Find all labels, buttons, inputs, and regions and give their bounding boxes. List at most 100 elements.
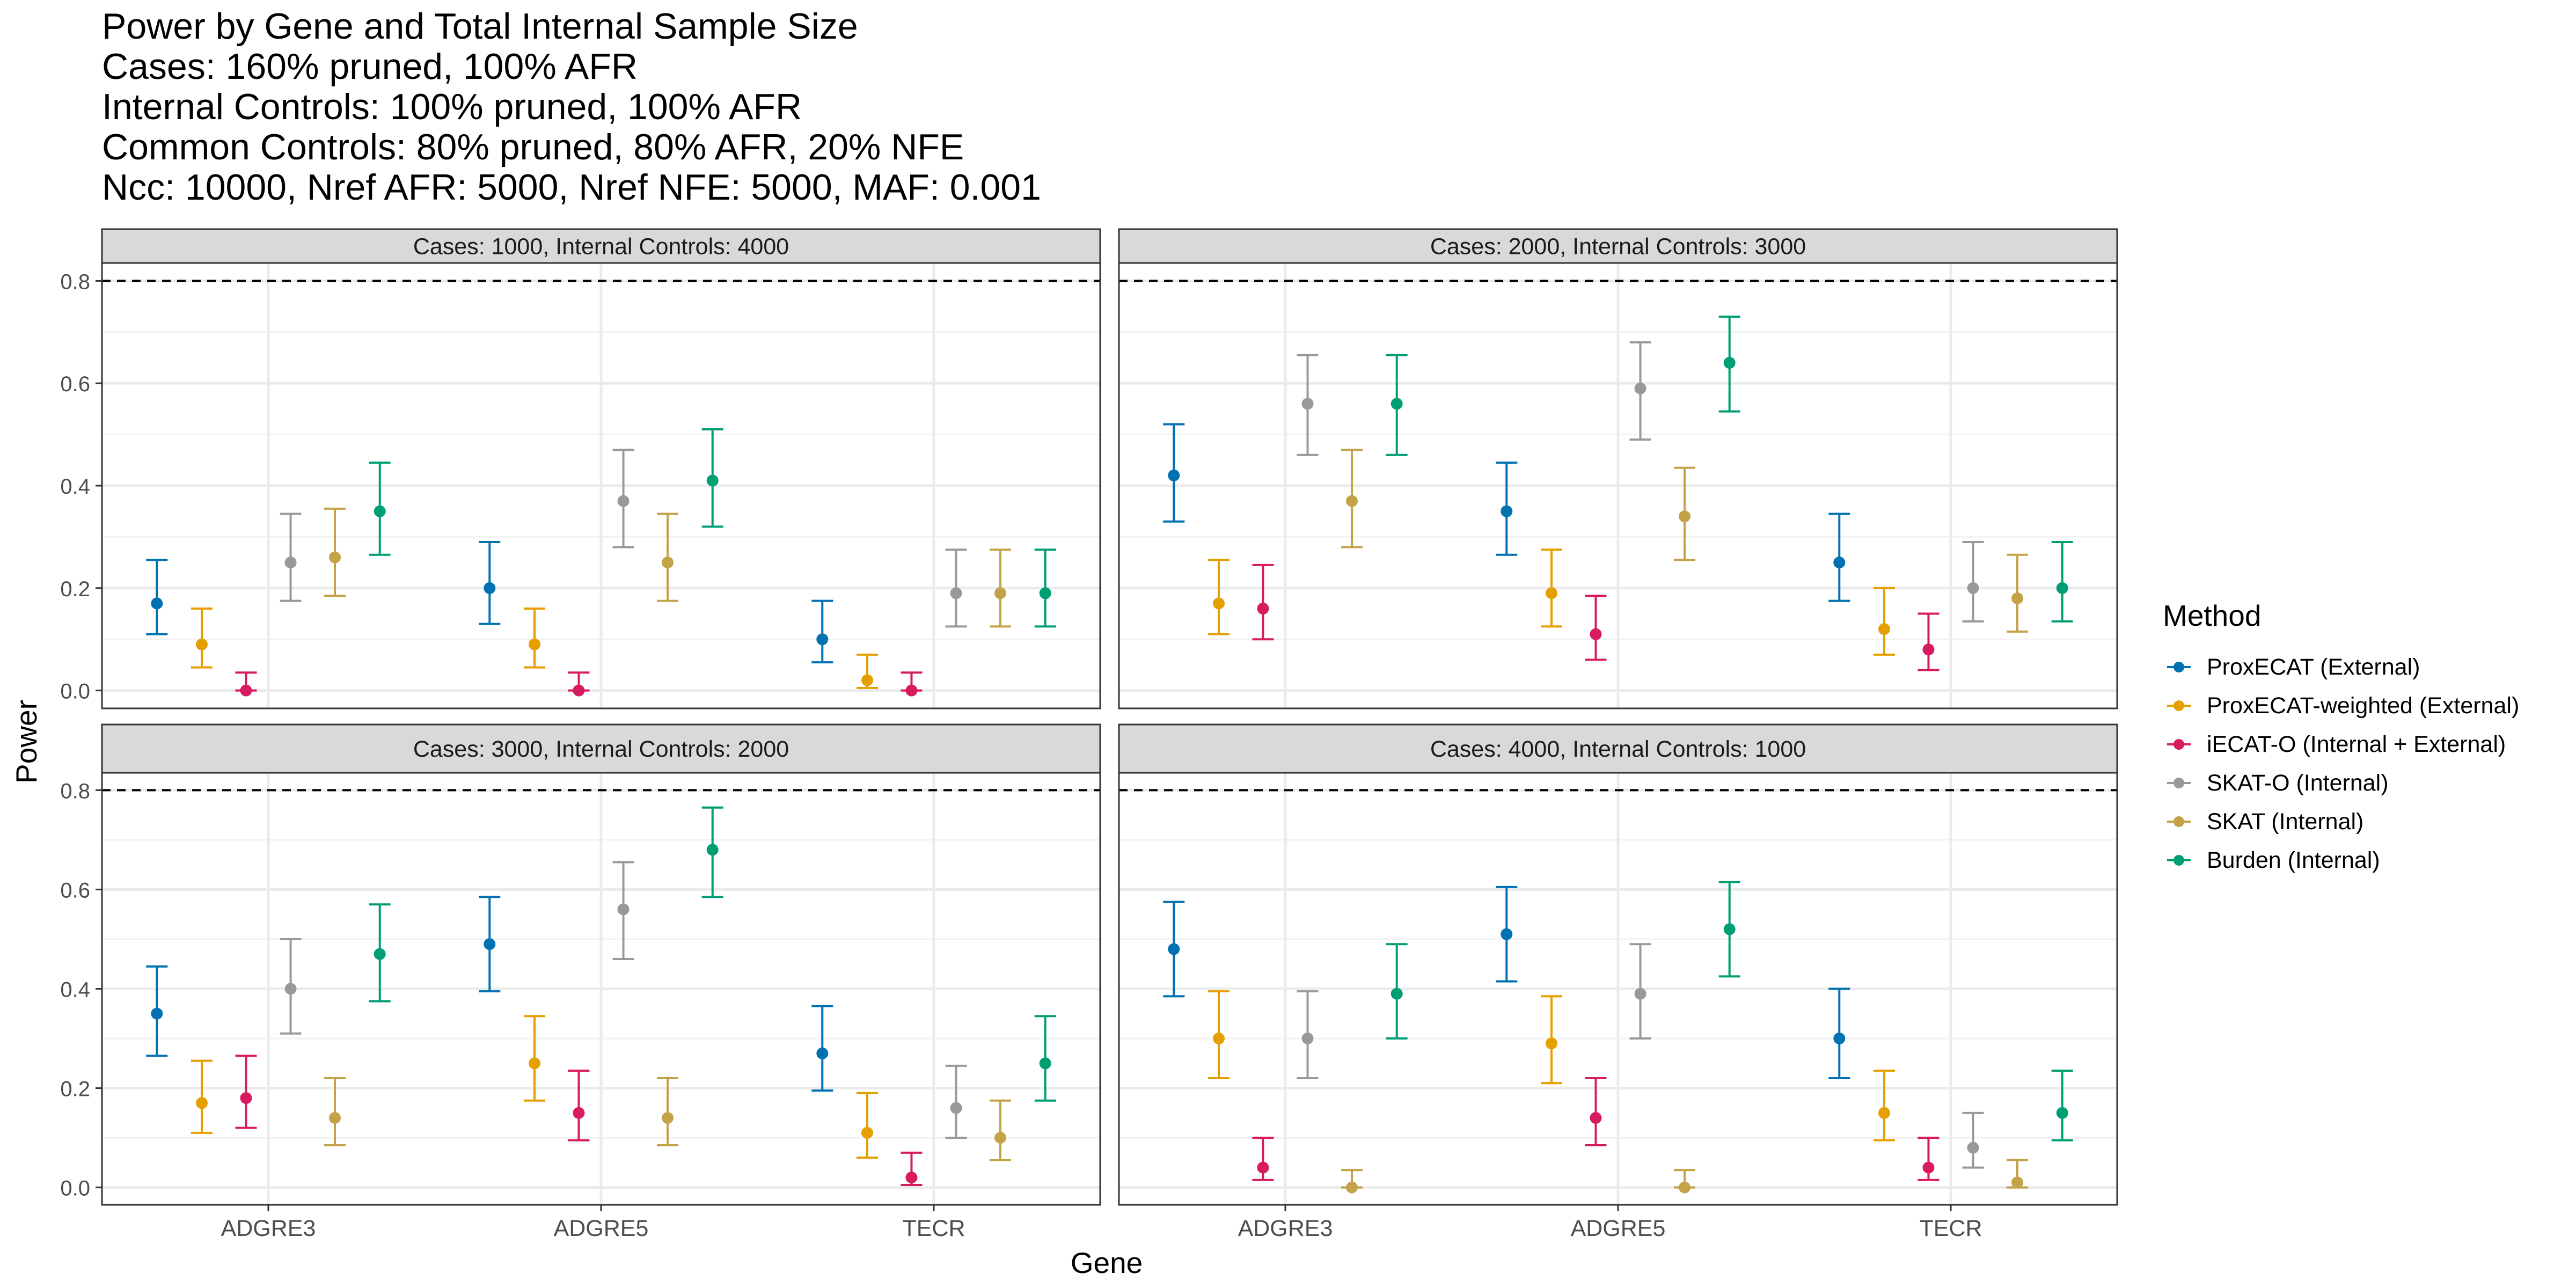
legend: Method ProxECAT (External) ProxECAT-weigh… — [2163, 598, 2519, 880]
legend-item: ProxECAT-weighted (External) — [2163, 686, 2519, 725]
data-point — [1168, 469, 1180, 481]
facet-strip — [1118, 228, 2118, 264]
legend-key-icon — [2167, 739, 2191, 750]
legend-item: Burden (Internal) — [2163, 841, 2519, 880]
facet-strip-label: Cases: 1000, Internal Controls: 4000 — [413, 234, 789, 260]
data-point — [196, 1097, 208, 1109]
data-point — [950, 1102, 962, 1114]
data-point — [1723, 923, 1736, 935]
data-point — [2056, 582, 2068, 594]
data-point — [240, 684, 252, 697]
data-point — [1833, 557, 1846, 569]
data-point — [573, 684, 585, 697]
legend-label: Burden (Internal) — [2207, 847, 2380, 873]
legend-items: ProxECAT (External) ProxECAT-weighted (Ex… — [2163, 648, 2519, 880]
y-tick-label: 0.0 — [60, 1177, 90, 1201]
data-point — [994, 1132, 1006, 1144]
data-point — [329, 551, 341, 564]
facet-strip — [101, 228, 1101, 264]
data-point — [1878, 1107, 1890, 1119]
data-point — [950, 587, 962, 599]
y-tick-label: 0.2 — [60, 577, 90, 601]
data-point — [1922, 643, 1935, 656]
data-point — [529, 638, 540, 650]
facet-strip-label: Cases: 3000, Internal Controls: 2000 — [413, 736, 789, 762]
data-point — [1346, 1181, 1358, 1194]
y-tick-label: 0.0 — [60, 680, 90, 704]
x-tick-label: ADGRE3 — [221, 1216, 316, 1241]
data-point — [1301, 1033, 1314, 1045]
y-tick-label: 0.4 — [60, 978, 90, 1002]
facet-strip — [1118, 723, 2118, 774]
data-point — [1878, 623, 1890, 635]
data-point — [1634, 987, 1646, 1000]
legend-key-icon — [2167, 700, 2191, 711]
data-point — [1168, 943, 1180, 955]
data-point — [573, 1107, 585, 1119]
data-point — [240, 1092, 252, 1104]
y-tick-label: 0.2 — [60, 1078, 90, 1101]
data-point — [1213, 597, 1225, 610]
panel-1: Cases: 1000, Internal Controls: 4000 0.0 0… — [60, 228, 1101, 709]
data-point — [196, 638, 208, 650]
data-point — [374, 505, 386, 517]
data-point — [816, 1047, 829, 1059]
y-tick-label: 0.6 — [60, 372, 90, 396]
data-point — [1391, 987, 1403, 1000]
panel-2: Cases: 2000, Internal Controls: 3000 — [1118, 228, 2118, 709]
data-point — [1679, 510, 1690, 523]
y-tick-label: 0.6 — [60, 879, 90, 902]
data-point — [617, 495, 630, 507]
title-line-1: Power by Gene and Total Internal Sample … — [102, 6, 858, 47]
data-point — [484, 938, 496, 950]
data-point — [1833, 1033, 1846, 1045]
legend-title: Method — [2163, 599, 2262, 632]
data-point — [617, 903, 630, 916]
data-point — [151, 1007, 163, 1020]
legend-item: ProxECAT (External) — [2163, 648, 2519, 686]
data-point — [529, 1057, 540, 1070]
legend-item: SKAT-O (Internal) — [2163, 764, 2519, 802]
legend-key-icon — [2167, 816, 2191, 827]
legend-label: ProxECAT-weighted (External) — [2207, 692, 2520, 719]
data-point — [284, 557, 297, 569]
y-tick-label: 0.4 — [60, 475, 90, 499]
data-point — [1546, 1037, 1557, 1050]
data-point — [1967, 1141, 1979, 1154]
legend-label: iECAT-O (Internal + External) — [2207, 731, 2506, 757]
x-tick-label: TECR — [902, 1216, 965, 1241]
x-axis-title: Gene — [1071, 1246, 1143, 1279]
data-point — [2011, 1176, 2023, 1189]
data-point — [905, 1172, 918, 1184]
data-point — [2011, 592, 2023, 604]
data-point — [1391, 398, 1403, 410]
data-point — [1590, 1112, 1602, 1124]
data-point — [706, 844, 719, 856]
legend-label: ProxECAT (External) — [2207, 654, 2420, 680]
data-point — [1501, 505, 1513, 517]
facet-strip — [101, 723, 1101, 774]
y-axis-title: Power — [10, 700, 43, 784]
data-point — [2056, 1107, 2068, 1119]
title-line-4: Common Controls: 80% pruned, 80% AFR, 20… — [102, 127, 964, 167]
data-point — [861, 1126, 873, 1139]
facet-strip-label: Cases: 2000, Internal Controls: 3000 — [1430, 234, 1806, 260]
data-point — [484, 582, 496, 594]
data-point — [1301, 398, 1314, 410]
data-point — [1213, 1033, 1225, 1045]
data-point — [662, 557, 674, 569]
panel-4: Cases: 4000, Internal Controls: 1000 ADGR… — [1118, 723, 2118, 1241]
legend-item: iECAT-O (Internal + External) — [2163, 725, 2519, 764]
data-point — [861, 674, 873, 686]
x-tick-label: TECR — [1919, 1216, 1982, 1241]
legend-label: SKAT (Internal) — [2207, 808, 2364, 835]
legend-label: SKAT-O (Internal) — [2207, 770, 2389, 796]
data-point — [662, 1112, 674, 1124]
title-line-5: Ncc: 10000, Nref AFR: 5000, Nref NFE: 50… — [102, 167, 1041, 208]
data-point — [374, 948, 386, 960]
data-point — [1967, 582, 1979, 594]
x-tick-label: ADGRE3 — [1238, 1216, 1333, 1241]
data-point — [1723, 357, 1736, 369]
data-point — [994, 587, 1006, 599]
x-tick-label: ADGRE5 — [554, 1216, 649, 1241]
